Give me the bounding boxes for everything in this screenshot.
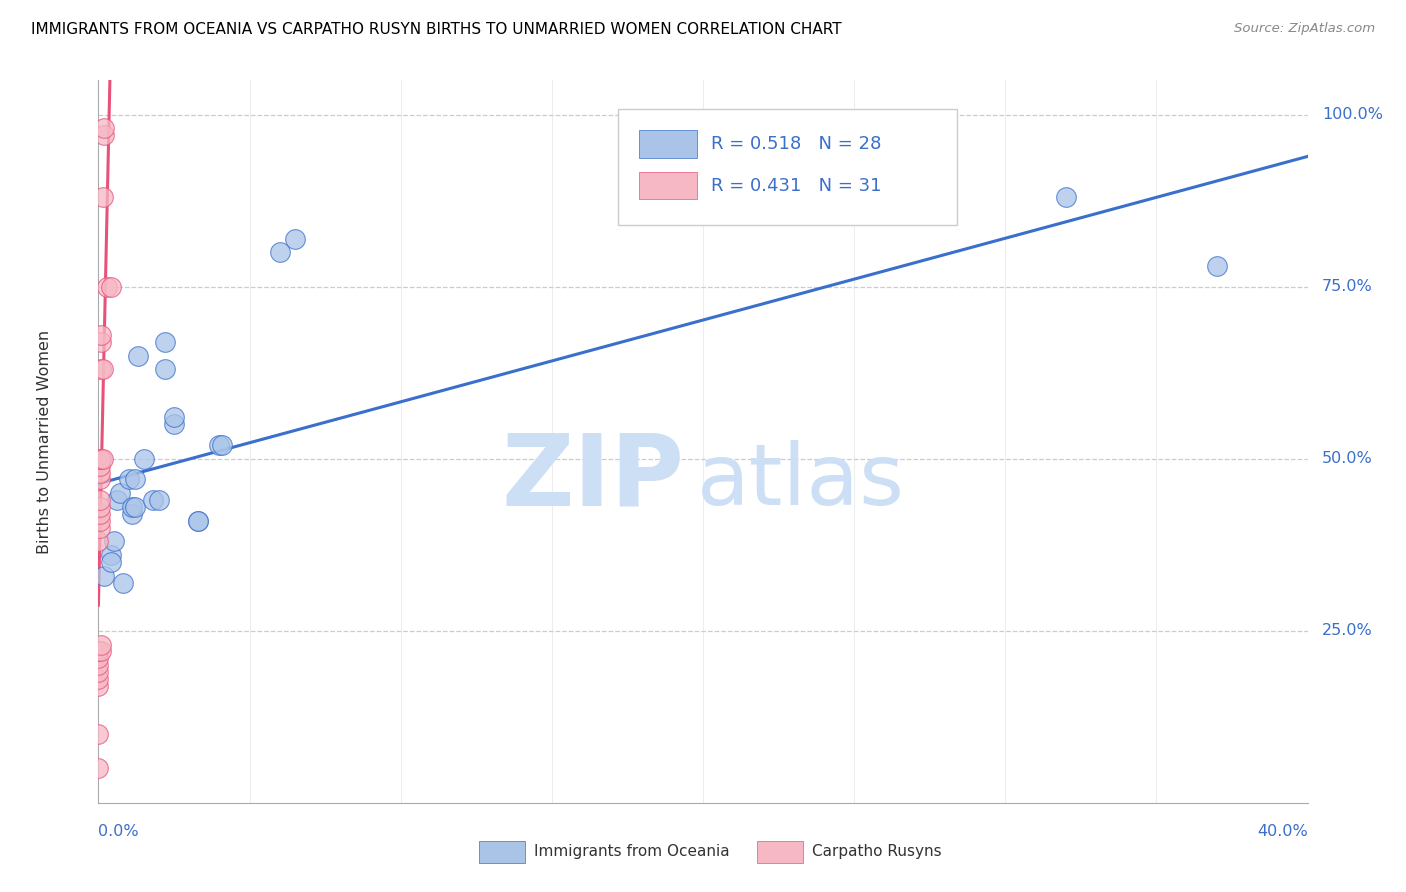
Point <box>93 568 115 582</box>
Point <box>89 466 111 480</box>
FancyBboxPatch shape <box>619 109 957 225</box>
Point <box>93 121 115 136</box>
Point <box>89 472 111 486</box>
Point <box>187 514 209 528</box>
Point <box>87 658 110 673</box>
Text: ZIP: ZIP <box>502 429 685 526</box>
Point <box>90 451 112 466</box>
Text: Births to Unmarried Women: Births to Unmarried Women <box>37 329 52 554</box>
Point <box>153 334 176 349</box>
Point <box>103 534 125 549</box>
Point <box>91 451 114 466</box>
Point <box>105 493 128 508</box>
Point <box>187 514 209 528</box>
Point <box>87 679 110 693</box>
Text: 40.0%: 40.0% <box>1257 824 1308 839</box>
Point <box>90 644 112 658</box>
Text: 25.0%: 25.0% <box>1322 624 1372 639</box>
Text: atlas: atlas <box>697 440 905 523</box>
Point <box>90 362 112 376</box>
Text: 0.0%: 0.0% <box>98 824 139 839</box>
Point <box>111 575 134 590</box>
Text: R = 0.518   N = 28: R = 0.518 N = 28 <box>711 135 882 153</box>
FancyBboxPatch shape <box>758 841 803 863</box>
Point <box>132 451 155 466</box>
Point <box>124 500 146 514</box>
Point <box>163 417 186 432</box>
Text: IMMIGRANTS FROM OCEANIA VS CARPATHO RUSYN BIRTHS TO UNMARRIED WOMEN CORRELATION : IMMIGRANTS FROM OCEANIA VS CARPATHO RUSY… <box>31 22 842 37</box>
Text: Immigrants from Oceania: Immigrants from Oceania <box>534 845 730 859</box>
Point <box>100 279 122 293</box>
Point <box>89 520 111 534</box>
Point <box>121 500 143 514</box>
Point <box>208 438 231 452</box>
Point <box>100 555 122 569</box>
Point <box>87 761 110 775</box>
Point <box>87 672 110 686</box>
Point <box>90 327 112 342</box>
Point <box>87 651 110 665</box>
Point <box>91 190 114 204</box>
Point <box>87 534 110 549</box>
Point <box>142 493 165 508</box>
Point <box>1054 190 1077 204</box>
Point <box>121 507 143 521</box>
Point <box>87 644 110 658</box>
Point <box>163 410 186 425</box>
Text: 50.0%: 50.0% <box>1322 451 1372 467</box>
Point <box>89 514 111 528</box>
Point <box>153 362 176 376</box>
Point <box>89 451 111 466</box>
Point <box>96 279 118 293</box>
Point <box>89 507 111 521</box>
FancyBboxPatch shape <box>479 841 526 863</box>
Text: 100.0%: 100.0% <box>1322 107 1384 122</box>
Text: R = 0.431   N = 31: R = 0.431 N = 31 <box>711 177 882 194</box>
Point <box>118 472 141 486</box>
Point <box>90 638 112 652</box>
Point <box>284 231 307 245</box>
Point <box>87 665 110 679</box>
FancyBboxPatch shape <box>638 172 697 200</box>
Text: Source: ZipAtlas.com: Source: ZipAtlas.com <box>1234 22 1375 36</box>
Point <box>87 727 110 741</box>
Point <box>91 362 114 376</box>
Point <box>89 500 111 514</box>
Point <box>211 438 233 452</box>
Point <box>148 493 170 508</box>
Point <box>108 486 131 500</box>
Point <box>100 548 122 562</box>
Point <box>269 245 291 260</box>
Point <box>89 458 111 473</box>
Point <box>124 472 146 486</box>
Point <box>127 349 149 363</box>
Text: 75.0%: 75.0% <box>1322 279 1372 294</box>
Point <box>90 334 112 349</box>
Point <box>93 128 115 143</box>
Text: Carpatho Rusyns: Carpatho Rusyns <box>811 845 942 859</box>
FancyBboxPatch shape <box>638 130 697 158</box>
Point <box>1206 259 1229 273</box>
Point <box>89 493 111 508</box>
